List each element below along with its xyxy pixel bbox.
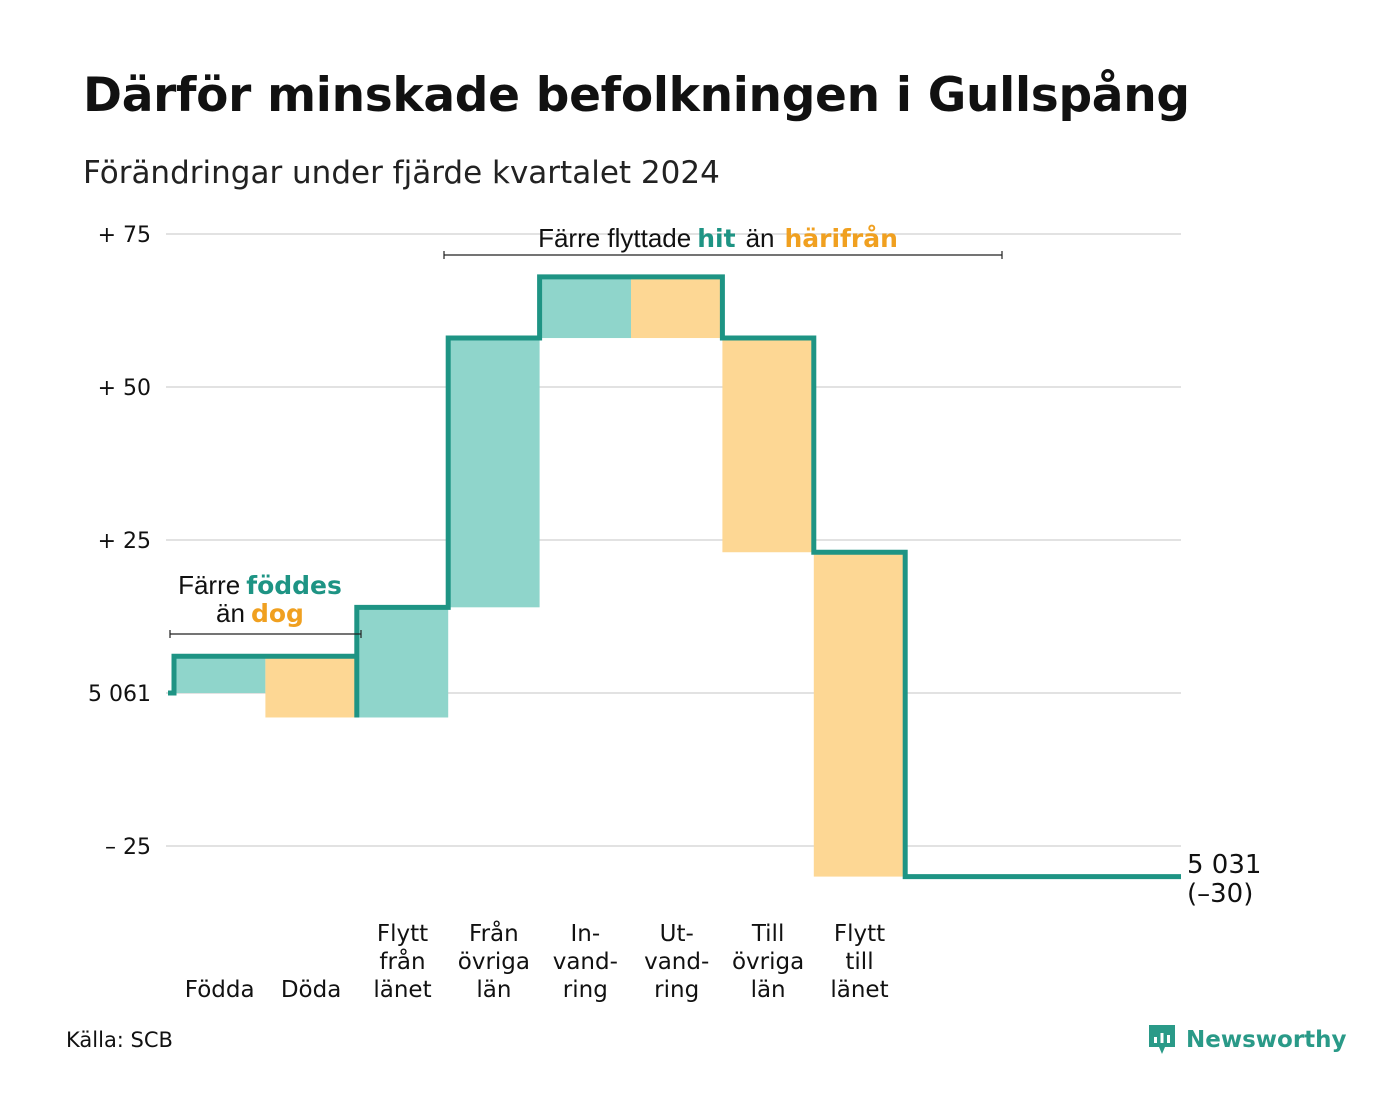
bar-födda (174, 656, 266, 693)
category-label: Flytt till länet (830, 921, 888, 1003)
bar-döda (265, 656, 357, 718)
y-axis-ticks: + 75 + 50 + 25 5 061 – 25 (88, 223, 151, 860)
end-change: (–30) (1187, 879, 1253, 909)
y-tick-label: + 75 (98, 223, 151, 248)
migration-bracket (443, 251, 1003, 259)
bar-flytt-från-länet (356, 607, 449, 718)
y-tick-label: + 50 (98, 376, 151, 401)
end-value: 5 031 (1187, 850, 1261, 880)
category-label: Från övriga län (458, 919, 530, 1003)
category-label: Flytt från länet (373, 921, 431, 1003)
y-tick-label: + 25 (98, 529, 151, 554)
y-tick-label: – 25 (105, 835, 151, 860)
bar-till-övriga-län (722, 338, 814, 553)
end-value-label: 5 031 (–30) (1187, 850, 1261, 909)
brand-name: Newsworthy (1186, 1027, 1347, 1053)
category-label: Födda (185, 977, 255, 1003)
births-bracket (169, 630, 362, 638)
category-label: Till övriga län (732, 921, 804, 1003)
births-annotation-line2: än dog (216, 598, 304, 628)
births-annotation-line1: Färre föddes (178, 570, 342, 600)
category-label: Döda (281, 977, 341, 1003)
migration-annotation-text: Färre flyttade hit än härifrån (538, 223, 898, 253)
category-label: Ut-vand-ring (644, 921, 709, 1003)
newsworthy-logo-icon (1149, 1025, 1175, 1054)
bar-ut-vand-ring (631, 276, 723, 339)
bar-från-övriga-län (448, 338, 540, 608)
y-tick-label: 5 061 (88, 682, 151, 707)
waterfall-chart: + 75 + 50 + 25 5 061 – 25 Födda Döda Flytt från… (88, 223, 1261, 1003)
source-note: Källa: SCB (66, 1028, 173, 1052)
category-labels: Födda Döda Flytt från länet Från övriga län In-v… (185, 919, 889, 1003)
bar-flytt-till-länet (813, 552, 906, 877)
cumulative-step-line (168, 274, 1181, 880)
bars (174, 276, 906, 877)
migration-annotation: Färre flyttade hit än härifrån (443, 223, 1003, 259)
brand[interactable]: Newsworthy (1146, 1022, 1347, 1058)
category-label: In-vand-ring (553, 921, 618, 1003)
births-annotation: Färre föddes än dog (169, 570, 362, 638)
bar-in-vand-ring (539, 276, 631, 339)
chart-subtitle: Förändringar under fjärde kvartalet 2024 (83, 155, 720, 191)
chart-title: Därför minskade befolkningen i Gullspång (83, 68, 1190, 123)
